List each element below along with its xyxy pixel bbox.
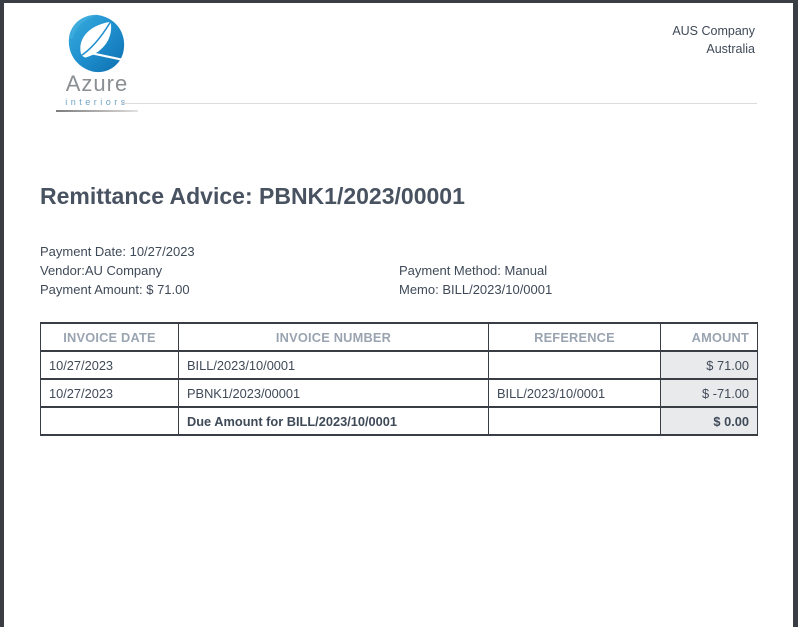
cell-reference: BILL/2023/10/0001 [488, 378, 661, 408]
header-divider [121, 103, 757, 104]
payment-info-left: Payment Date: 10/27/2023 Vendor:AU Compa… [40, 242, 195, 299]
col-header-amount: AMOUNT [660, 322, 758, 352]
payment-date-line: Payment Date: 10/27/2023 [40, 244, 195, 259]
payment-method-line: Payment Method: Manual [399, 263, 548, 278]
col-header-invoice-date: INVOICE DATE [40, 322, 179, 352]
memo-line: Memo: BILL/2023/10/0001 [399, 282, 553, 297]
company-address-block: AUS Company Australia [672, 22, 755, 58]
cell-amount: $ -71.00 [660, 378, 758, 408]
company-logo: Azure interiors [56, 13, 138, 112]
col-header-reference: REFERENCE [488, 322, 661, 352]
leaf-logo-icon [68, 14, 127, 73]
cell-invoice-date: 10/27/2023 [40, 378, 179, 408]
logo-brand-text: Azure [65, 71, 129, 96]
table-row: 10/27/2023 PBNK1/2023/00001 BILL/2023/10… [40, 378, 758, 408]
vendor-line: Vendor:AU Company [40, 263, 163, 278]
cell-invoice-date [40, 406, 179, 436]
company-country: Australia [706, 42, 755, 56]
invoice-table: INVOICE DATE INVOICE NUMBER REFERENCE AM… [40, 322, 758, 436]
cell-invoice-number: BILL/2023/10/0001 [178, 350, 489, 380]
table-header-row: INVOICE DATE INVOICE NUMBER REFERENCE AM… [40, 322, 758, 352]
logo-subtitle-text: interiors [65, 97, 129, 107]
cell-amount: $ 71.00 [660, 350, 758, 380]
company-name: AUS Company [672, 24, 755, 38]
cell-invoice-number: PBNK1/2023/00001 [178, 378, 489, 408]
table-row: 10/27/2023 BILL/2023/10/0001 $ 71.00 [40, 350, 758, 380]
remittance-advice-page: Azure interiors AUS Company Australia Re… [4, 3, 793, 627]
cell-amount-total: $ 0.00 [660, 406, 758, 436]
cell-reference [488, 350, 661, 380]
page-title: Remittance Advice: PBNK1/2023/00001 [40, 183, 465, 209]
cell-due-amount-label: Due Amount for BILL/2023/10/0001 [178, 406, 489, 436]
logo-underline [56, 110, 138, 112]
cell-reference [488, 406, 661, 436]
table-total-row: Due Amount for BILL/2023/10/0001 $ 0.00 [40, 406, 758, 436]
col-header-invoice-number: INVOICE NUMBER [178, 322, 489, 352]
payment-amount-line: Payment Amount: $ 71.00 [40, 282, 190, 297]
cell-invoice-date: 10/27/2023 [40, 350, 179, 380]
payment-info-right: Payment Method: Manual Memo: BILL/2023/1… [399, 261, 552, 299]
